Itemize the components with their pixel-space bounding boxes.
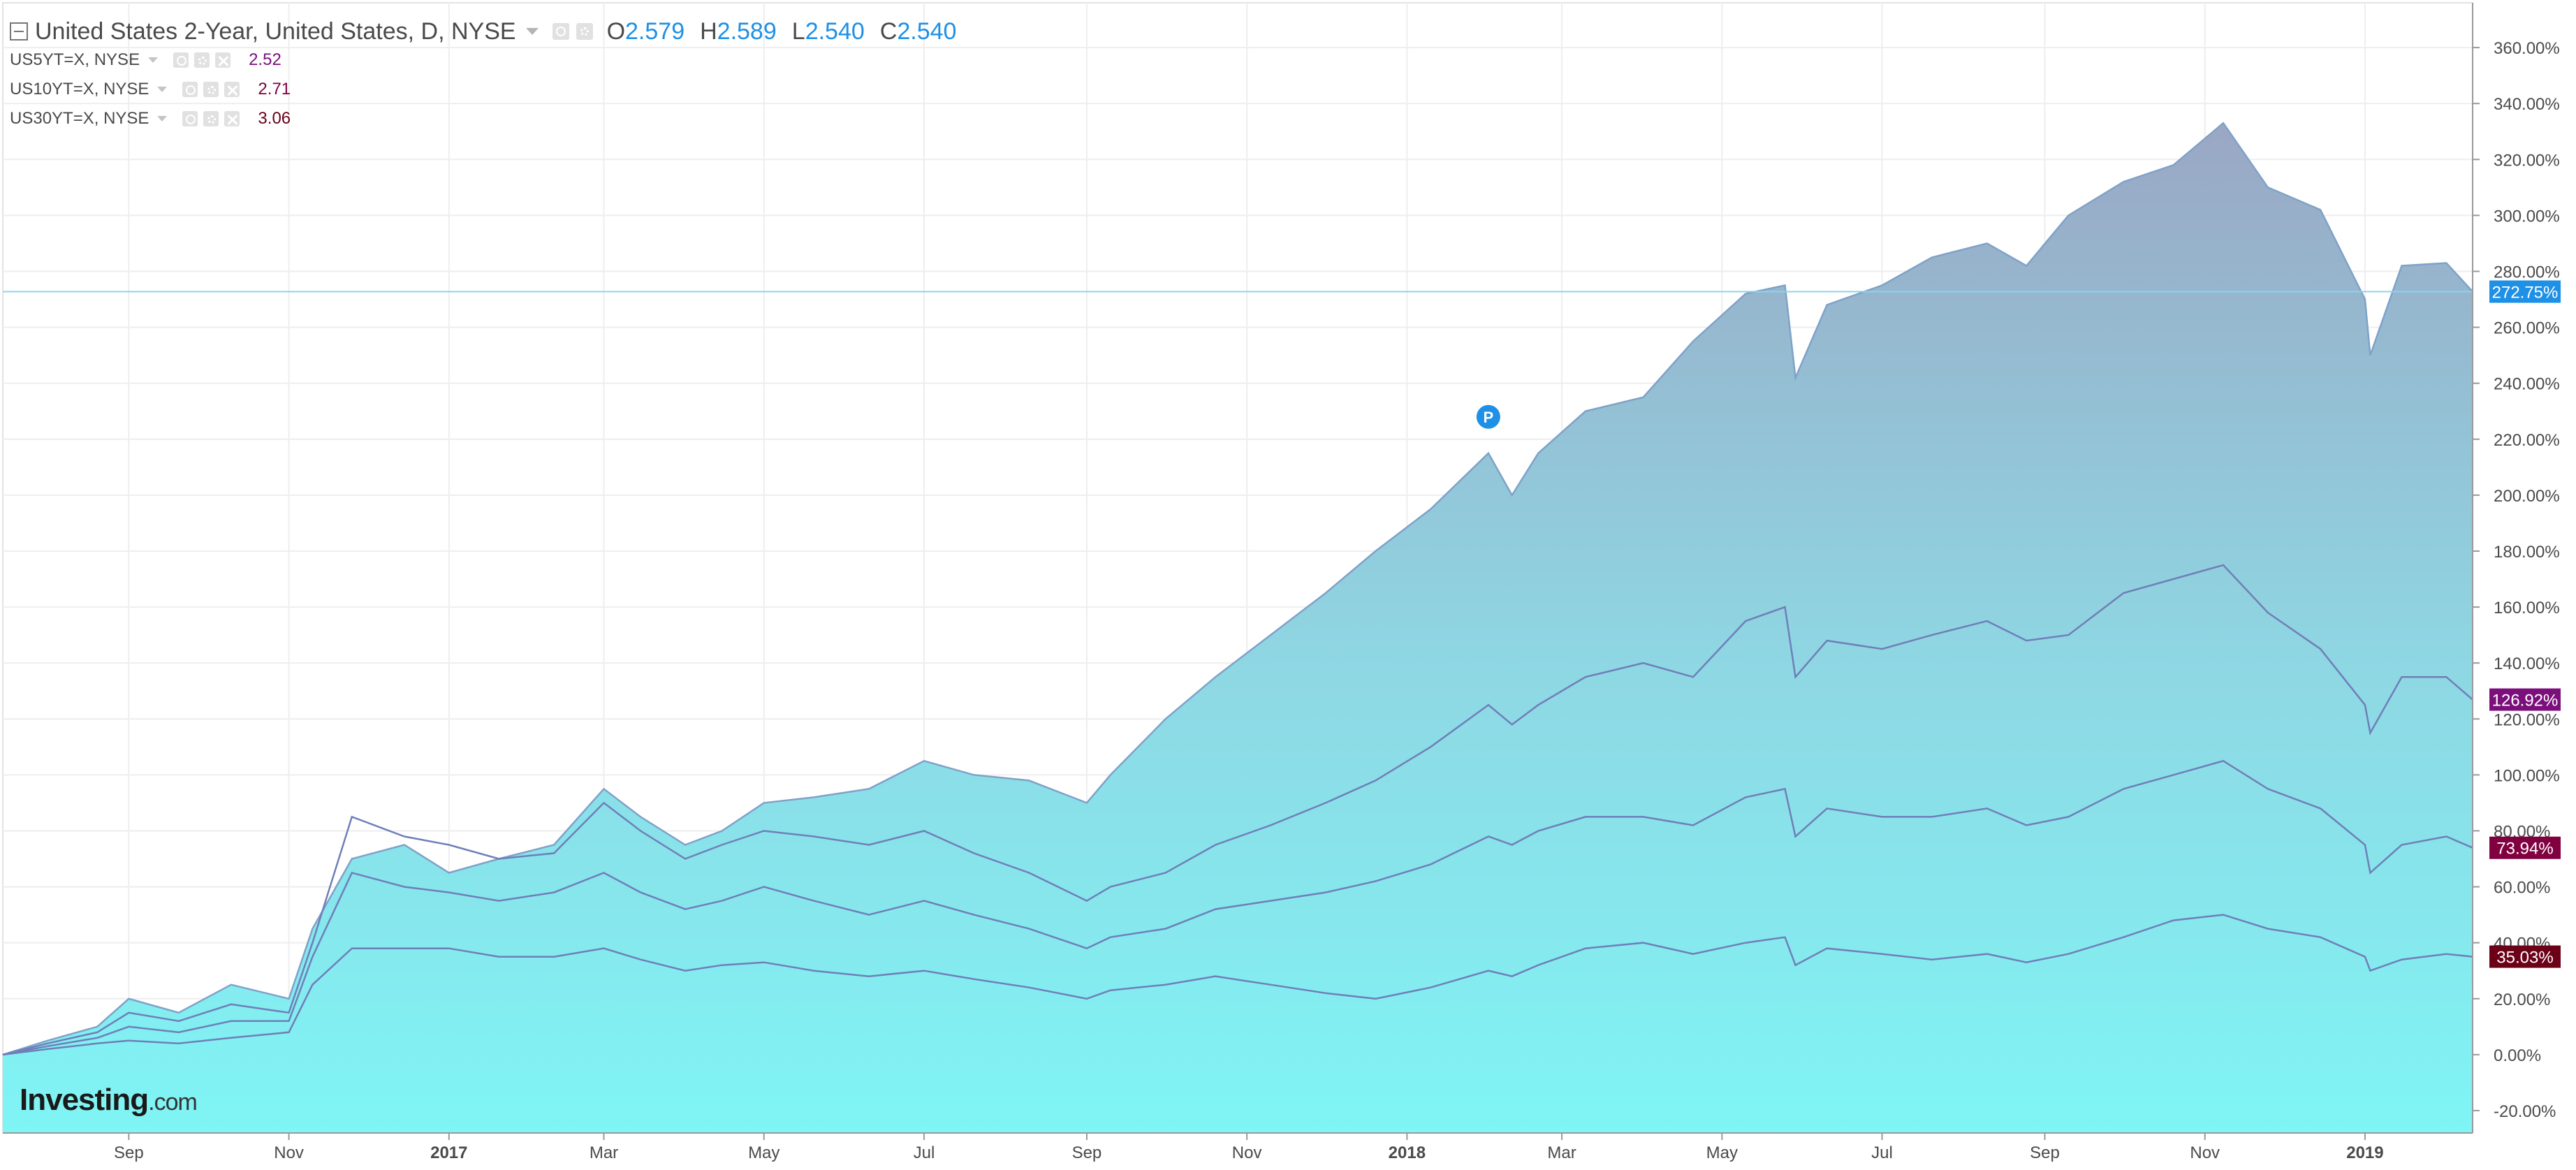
ohlc-low-key: L: [791, 17, 805, 45]
ohlc-low-value: 2.540: [805, 17, 865, 45]
y-tick-label: 360.00%: [2494, 39, 2560, 58]
event-marker-icon: [1476, 404, 1500, 429]
settings-gear-icon[interactable]: [576, 23, 593, 40]
comparison-dropdown-icon[interactable]: [148, 57, 159, 63]
comparison-legend-row: US10YT=X, NYSE 2.71: [10, 77, 291, 102]
x-tick-label: Nov: [1232, 1143, 1262, 1162]
last-value-badge: [2489, 836, 2561, 859]
y-tick-label: 140.00%: [2494, 655, 2560, 673]
y-tick-label: 60.00%: [2494, 879, 2550, 898]
visibility-eye-icon[interactable]: [173, 52, 189, 68]
last-value-badge: [2489, 280, 2561, 303]
last-value-badge: [2489, 688, 2561, 711]
y-tick-label: 340.00%: [2494, 95, 2560, 114]
x-tick-label: 2017: [430, 1143, 467, 1162]
x-tick-label: Nov: [2190, 1143, 2220, 1162]
y-tick-label: 280.00%: [2494, 263, 2560, 281]
last-value-badge: [2489, 945, 2561, 968]
y-tick-label: 240.00%: [2494, 375, 2560, 394]
comparison-label: US30YT=X, NYSE: [10, 109, 149, 128]
comparison-label: US5YT=X, NYSE: [10, 50, 140, 69]
y-tick-label: 200.00%: [2494, 487, 2560, 506]
logo-brand: Investing: [20, 1083, 149, 1117]
x-tick-label: Sep: [1072, 1143, 1102, 1162]
y-tick-label: 300.00%: [2494, 207, 2560, 226]
x-tick-label: Jul: [914, 1143, 935, 1162]
comparison-dropdown-icon[interactable]: [157, 87, 168, 92]
main-series-title: United States 2-Year, United States, D, …: [35, 17, 516, 45]
ohlc-open-value: 2.579: [625, 17, 685, 45]
series-line-3: [2, 759, 2473, 1056]
settings-gear-icon[interactable]: [194, 52, 210, 68]
investing-logo: Investing.com: [20, 1083, 198, 1118]
x-tick-label: Jul: [1871, 1143, 1893, 1162]
x-tick-label: Nov: [274, 1143, 304, 1162]
x-tick-label: May: [1706, 1143, 1738, 1162]
x-tick-label: Mar: [590, 1143, 618, 1162]
y-tick-label: 0.00%: [2494, 1046, 2541, 1065]
ohlc-high-value: 2.589: [717, 17, 777, 45]
main-legend: United States 2-Year, United States, D, …: [10, 14, 956, 49]
x-tick-label: 2018: [1389, 1143, 1426, 1162]
main-series-dropdown-icon[interactable]: [525, 28, 539, 35]
event-marker-letter: P: [1484, 409, 1494, 426]
comparison-label: US10YT=X, NYSE: [10, 80, 149, 98]
comparison-legend-row: US5YT=X, NYSE 2.52: [10, 47, 281, 73]
y-tick-label: 160.00%: [2494, 599, 2560, 617]
ohlc-close-key: C: [879, 17, 898, 45]
series-line-4: [2, 914, 2473, 1056]
collapse-legend-button[interactable]: [10, 22, 28, 41]
last-value-label: 272.75%: [2492, 284, 2559, 302]
comparison-legend-row: US30YT=X, NYSE 3.06: [10, 106, 291, 131]
y-tick-label: 180.00%: [2494, 543, 2560, 562]
series-line-1: [2, 122, 2473, 1056]
last-value-label: 126.92%: [2492, 692, 2559, 710]
series-line-2: [2, 564, 2473, 1056]
main-series-area: [3, 123, 2473, 1134]
settings-gear-icon[interactable]: [203, 82, 219, 97]
area-layer: [3, 123, 2473, 1134]
y-tick-label: -20.00%: [2494, 1102, 2556, 1121]
last-value-label: 35.03%: [2496, 949, 2553, 967]
visibility-eye-icon[interactable]: [552, 23, 569, 40]
x-tick-label: Sep: [114, 1143, 144, 1162]
ohlc-readout: O2.579 H2.589 L2.540 C2.540: [607, 18, 957, 45]
remove-close-icon[interactable]: [224, 111, 240, 126]
comparison-value: 2.71: [258, 80, 291, 98]
line-layer: P: [2, 122, 2473, 1056]
y-tick-label: 320.00%: [2494, 151, 2560, 170]
y-tick-label: 100.00%: [2494, 766, 2560, 785]
logo-suffix: .com: [148, 1089, 198, 1116]
axis-layer: -20.00%0.00%20.00%40.00%60.00%80.00%100.…: [3, 3, 2561, 1162]
settings-gear-icon[interactable]: [203, 111, 219, 126]
y-tick-label: 20.00%: [2494, 990, 2550, 1009]
x-tick-label: Mar: [1547, 1143, 1576, 1162]
ohlc-close-value: 2.540: [897, 17, 957, 45]
comparison-value: 2.52: [249, 50, 281, 69]
visibility-eye-icon[interactable]: [182, 82, 198, 97]
last-value-label: 73.94%: [2496, 840, 2553, 858]
visibility-eye-icon[interactable]: [182, 111, 198, 126]
remove-close-icon[interactable]: [215, 52, 231, 68]
y-tick-label: 260.00%: [2494, 319, 2560, 338]
y-tick-label: 220.00%: [2494, 431, 2560, 450]
ohlc-open-key: O: [606, 17, 626, 45]
x-tick-label: May: [748, 1143, 780, 1162]
ohlc-high-key: H: [700, 17, 717, 45]
comparison-value: 3.06: [258, 109, 291, 128]
x-tick-label: 2019: [2346, 1143, 2383, 1162]
comparison-dropdown-icon[interactable]: [157, 116, 168, 122]
y-tick-label: 120.00%: [2494, 710, 2560, 729]
x-tick-label: Sep: [2030, 1143, 2060, 1162]
remove-close-icon[interactable]: [224, 82, 240, 97]
